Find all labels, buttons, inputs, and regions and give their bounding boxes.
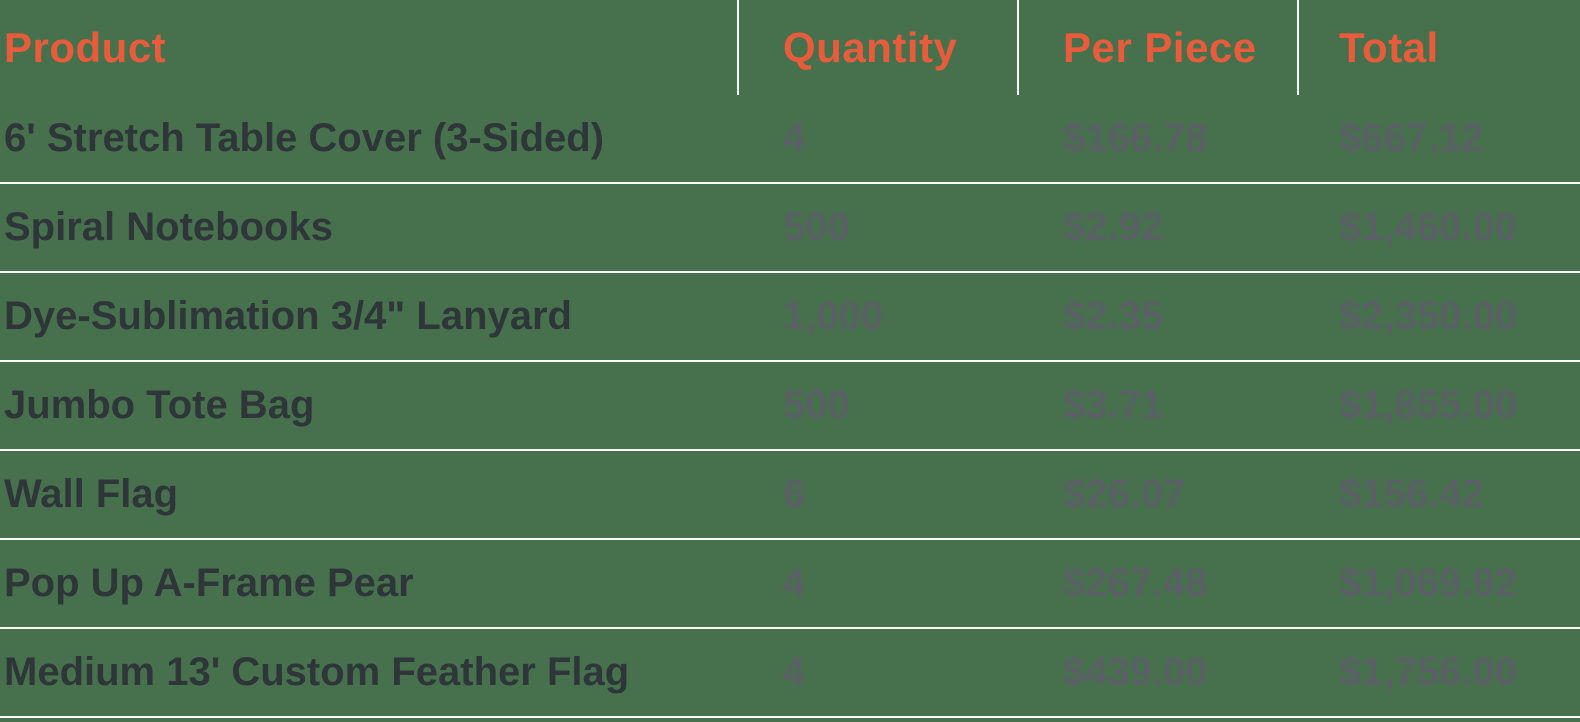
product-cell: Dye-Sublimation 3/4" Lanyard	[4, 294, 572, 338]
header-cell-product: Product	[0, 0, 739, 95]
product-cell: Pop Up A-Frame Pear	[4, 561, 414, 605]
total-cell: $667.12	[1339, 116, 1484, 160]
total-cell: $156.42	[1339, 472, 1484, 516]
total-cell: $1,460.00	[1339, 205, 1517, 249]
product-cell: Jumbo Tote Bag	[4, 383, 315, 427]
header-cell-per-piece: Per Piece	[1019, 0, 1299, 95]
quantity-cell: 500	[783, 383, 850, 427]
table-row: Pop Up A-Frame Pear 4 $267.48 $1,069.92	[0, 540, 1580, 629]
per-piece-cell: $2.92	[1063, 205, 1164, 249]
table-row: 6' Stretch Table Cover (3-Sided) 4 $166.78…	[0, 95, 1580, 184]
per-piece-cell: $26.07	[1063, 472, 1186, 516]
product-cell: 6' Stretch Table Cover (3-Sided)	[4, 116, 605, 160]
table-row: Wall Flag 6 $26.07 $156.42	[0, 451, 1580, 540]
product-cell: Spiral Notebooks	[4, 205, 333, 249]
header-cell-total: Total	[1339, 23, 1439, 71]
per-piece-cell: $3.71	[1063, 383, 1164, 427]
table-row: Jumbo Tote Bag 500 $3.71 $1,855.00	[0, 362, 1580, 451]
total-cell: $1,756.00	[1339, 650, 1517, 694]
per-piece-cell: $439.00	[1063, 650, 1208, 694]
table-header: Product Quantity Per Piece Total	[0, 0, 1580, 95]
total-cell: $1,855.00	[1339, 383, 1517, 427]
table-row: Medium 13' Custom Feather Flag 4 $439.00 $1…	[0, 629, 1580, 718]
table-body: 6' Stretch Table Cover (3-Sided) 4 $166.78…	[0, 95, 1580, 718]
per-piece-cell: $166.78	[1063, 116, 1208, 160]
product-cell: Wall Flag	[4, 472, 179, 516]
table-row: Spiral Notebooks 500 $2.92 $1,460.00	[0, 184, 1580, 273]
quantity-cell: 6	[783, 472, 806, 516]
header-cell-quantity: Quantity	[739, 0, 1019, 95]
total-cell: $2,350.00	[1339, 294, 1517, 338]
per-piece-cell: $267.48	[1063, 561, 1208, 605]
quantity-cell: 4	[783, 650, 806, 694]
table-row: Dye-Sublimation 3/4" Lanyard 1,000 $2.35 $2…	[0, 273, 1580, 362]
total-cell: $1,069.92	[1339, 561, 1517, 605]
quantity-cell: 500	[783, 205, 850, 249]
quantity-cell: 4	[783, 561, 806, 605]
quantity-cell: 1,000	[783, 294, 884, 338]
per-piece-cell: $2.35	[1063, 294, 1164, 338]
product-cell: Medium 13' Custom Feather Flag	[4, 650, 630, 694]
quantity-cell: 4	[783, 116, 806, 160]
